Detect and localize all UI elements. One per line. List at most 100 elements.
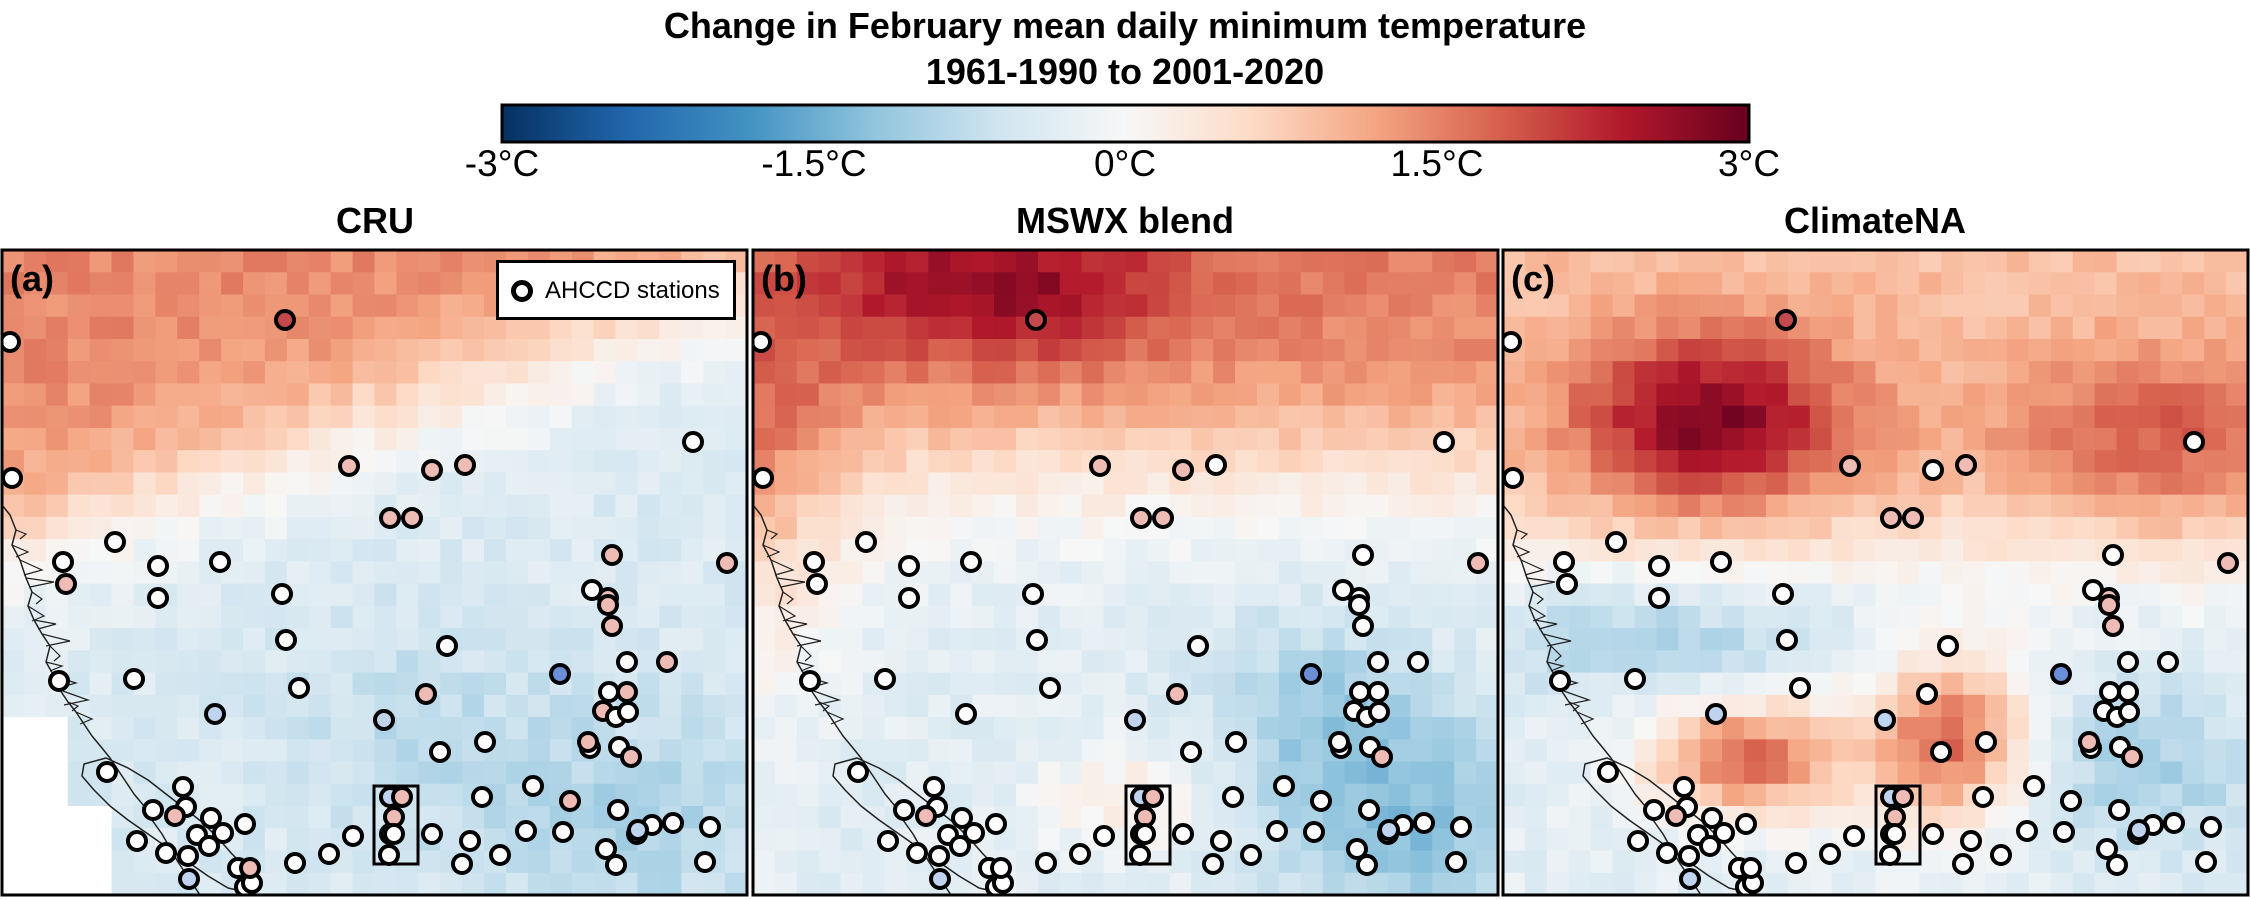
grid-cell <box>1432 628 1455 651</box>
grid-cell <box>67 316 91 340</box>
grid-cell <box>1700 672 1723 696</box>
grid-cell <box>111 605 135 629</box>
grid-cell <box>2226 605 2248 629</box>
grid-cell <box>2182 694 2205 718</box>
grid-cell <box>2138 472 2161 496</box>
grid-cell <box>1897 650 1920 674</box>
grid-cell <box>703 672 726 696</box>
grid-cell <box>840 650 864 674</box>
grid-cell <box>1919 561 1942 585</box>
grid-cell <box>2050 694 2074 718</box>
grid-cell <box>286 806 310 829</box>
grid-cell <box>1015 761 1039 785</box>
grid-cell <box>1432 472 1455 496</box>
grid-cell <box>67 450 91 474</box>
grid-cell <box>1059 516 1083 540</box>
grid-cell <box>1037 739 1061 763</box>
grid-cell <box>1191 316 1214 340</box>
station-marker <box>1089 455 1111 477</box>
grid-cell <box>928 338 951 362</box>
grid-cell <box>1454 383 1477 407</box>
inset-box-c <box>1874 784 1922 866</box>
grid-cell <box>1081 383 1105 407</box>
grid-cell <box>177 583 200 607</box>
grid-cell <box>264 872 288 895</box>
grid-cell <box>1169 850 1192 874</box>
grid-cell <box>1546 361 1570 385</box>
station-marker <box>990 857 1012 879</box>
grid-cell <box>1809 361 1833 385</box>
grid-cell <box>243 405 266 429</box>
grid-cell <box>1787 605 1811 629</box>
grid-cell <box>1744 717 1767 740</box>
grid-cell <box>796 850 820 874</box>
grid-cell <box>1546 872 1570 895</box>
grid-cell <box>1744 672 1767 696</box>
grid-cell <box>264 361 288 385</box>
grid-cell <box>1963 694 1986 718</box>
grid-cell <box>1985 650 2008 674</box>
grid-cell <box>1322 494 1346 518</box>
grid-cell <box>1125 316 1149 340</box>
grid-cell <box>593 427 617 451</box>
grid-cell <box>440 338 463 362</box>
grid-cell <box>1941 539 1964 562</box>
grid-cell <box>1344 761 1368 785</box>
grid-cell <box>840 806 864 829</box>
grid-cell <box>89 672 113 696</box>
grid-cell <box>2204 338 2227 362</box>
grid-cell <box>1169 761 1192 785</box>
grid-cell <box>1524 672 1548 696</box>
grid-cell <box>950 405 973 429</box>
grid-cell <box>1722 694 1745 718</box>
grid-cell <box>1235 806 1258 829</box>
grid-cell <box>840 516 864 540</box>
grid-cell <box>89 872 113 895</box>
grid-cell <box>2138 316 2161 340</box>
station-marker <box>1624 668 1646 690</box>
grid-cell <box>89 383 113 407</box>
grid-cell <box>862 294 886 318</box>
grid-cell <box>264 539 288 562</box>
grid-cell <box>1476 516 1498 540</box>
grid-cell <box>549 739 573 763</box>
grid-cell <box>796 516 820 540</box>
grid-cell <box>950 272 973 296</box>
grid-cell <box>1853 539 1877 562</box>
grid-cell <box>2116 427 2140 451</box>
fjord-inlet <box>41 633 71 647</box>
grid-cell <box>199 427 222 451</box>
grid-cell <box>571 628 595 651</box>
grid-cell <box>1366 494 1390 518</box>
grid-cell <box>1476 361 1498 385</box>
grid-cell <box>1787 739 1811 763</box>
grid-cell <box>527 338 551 362</box>
grid-cell <box>396 272 419 296</box>
grid-cell <box>374 361 398 385</box>
grid-cell <box>774 450 798 474</box>
station-marker <box>620 746 642 768</box>
grid-cell <box>681 783 704 807</box>
grid-cell <box>1897 450 1920 474</box>
grid-cell <box>1103 383 1127 407</box>
grid-cell <box>2182 450 2205 474</box>
grid-cell <box>1787 561 1811 585</box>
grid-cell <box>1388 694 1411 718</box>
grid-cell <box>950 338 973 362</box>
grid-cell <box>1278 605 1302 629</box>
station-marker <box>1843 825 1865 847</box>
grid-cell <box>2028 672 2052 696</box>
grid-cell <box>199 650 222 674</box>
grid-cell <box>1985 561 2008 585</box>
grid-cell <box>1256 672 1280 696</box>
grid-cell <box>681 583 704 607</box>
grid-cell <box>505 450 529 474</box>
grid-cell <box>1322 628 1346 651</box>
panel-title-c: ClimateNA <box>1783 200 1967 241</box>
grid-cell <box>505 761 529 785</box>
grid-cell <box>1963 628 1986 651</box>
station-marker <box>960 551 982 573</box>
station-marker <box>2102 544 2124 566</box>
grid-cell <box>177 383 200 407</box>
grid-cell <box>2028 605 2052 629</box>
